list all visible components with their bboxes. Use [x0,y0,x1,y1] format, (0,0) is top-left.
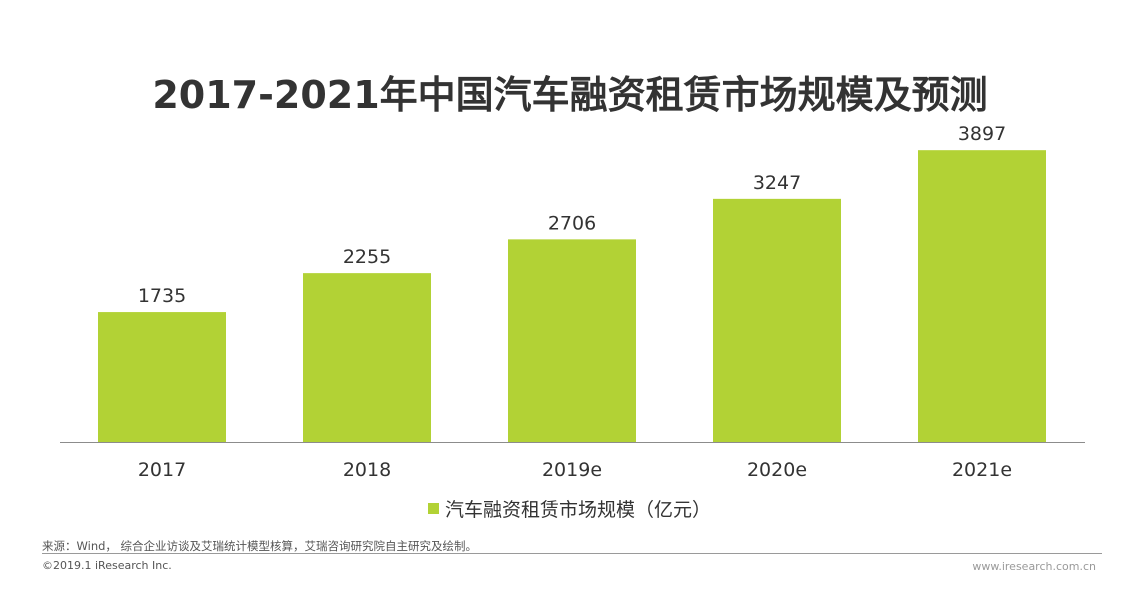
bar-2018 [303,273,431,442]
legend-label: 汽车融资租赁市场规模（亿元） [445,498,712,521]
x-tick-label-2021e: 2021e [952,459,1012,481]
bar-2019e [508,239,636,442]
x-tick-label-2019e: 2019e [542,459,602,481]
x-tick-label-2018: 2018 [343,459,391,481]
value-label-2019e: 2706 [548,212,596,234]
source-note: 来源：Wind， 综合企业访谈及艾瑞统计模型核算，艾瑞咨询研究院自主研究及绘制。 [42,539,478,553]
value-label-2017: 1735 [138,285,186,307]
website-text: www.iresearch.com.cn [972,560,1096,573]
value-label-2020e: 3247 [753,172,801,194]
footer-divider [42,553,1102,554]
legend: 汽车融资租赁市场规模（亿元） [428,494,711,522]
bar-2020e [713,198,841,442]
x-tick-label-2020e: 2020e [747,459,807,481]
bar-2021e [918,150,1046,442]
value-label-2018: 2255 [343,246,391,268]
x-tick-label-2017: 2017 [138,459,186,481]
bar-2017 [98,312,226,442]
copyright-text: ©2019.1 iResearch Inc. [42,559,172,572]
chart-title: 2017-2021年中国汽车融资租赁市场规模及预测 [152,73,988,117]
legend-swatch [428,502,439,514]
value-label-2021e: 3897 [958,123,1006,145]
